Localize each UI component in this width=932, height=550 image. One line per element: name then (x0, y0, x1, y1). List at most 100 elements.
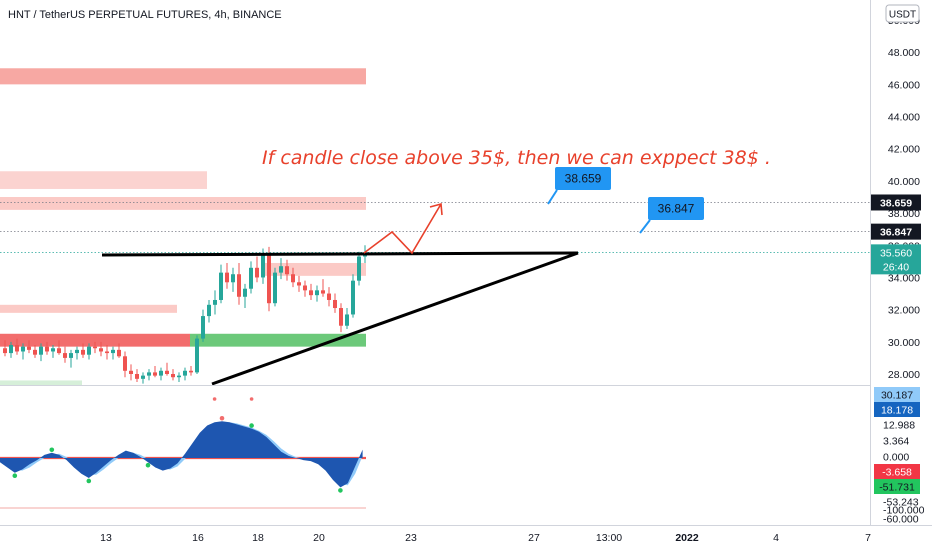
candle[interactable] (327, 293, 331, 300)
last-price-text: 35.560 (880, 247, 912, 259)
candle[interactable] (315, 290, 319, 296)
oscillator-pane[interactable] (0, 397, 366, 509)
candle[interactable] (357, 256, 361, 281)
candle[interactable] (351, 280, 355, 315)
callout-38659-text: 38.659 (565, 172, 602, 186)
candle[interactable] (45, 346, 49, 352)
candle[interactable] (345, 314, 349, 326)
candle[interactable] (243, 288, 247, 297)
countdown-text: 26:40 (883, 261, 909, 273)
candle[interactable] (207, 304, 211, 317)
candle[interactable] (225, 272, 229, 283)
candle[interactable] (279, 266, 283, 273)
candle[interactable] (69, 353, 73, 358)
callout-38659[interactable]: 38.659 (547, 167, 611, 205)
candle[interactable] (39, 346, 43, 355)
osc-badge (874, 464, 920, 479)
resistance-line[interactable] (101, 251, 579, 257)
candle[interactable] (273, 272, 277, 304)
candle[interactable] (303, 285, 307, 291)
candle[interactable] (57, 348, 61, 354)
drawings-layer[interactable] (101, 202, 579, 386)
candle[interactable] (159, 370, 163, 376)
candle[interactable] (111, 349, 115, 354)
candle[interactable] (117, 349, 121, 357)
candle[interactable] (183, 370, 187, 376)
candle[interactable] (195, 338, 199, 373)
candle[interactable] (153, 372, 157, 376)
callout-36847-text: 36.847 (658, 202, 695, 216)
zone-0[interactable] (0, 68, 366, 85)
candle[interactable] (201, 316, 205, 339)
candle[interactable] (33, 349, 37, 355)
candle[interactable] (81, 349, 85, 355)
callouts-layer[interactable]: 38.659 36.847 (547, 167, 704, 234)
candle[interactable] (147, 372, 151, 376)
candle[interactable] (249, 267, 253, 289)
price-tick-label: 44.000 (888, 112, 920, 124)
candle[interactable] (219, 272, 223, 300)
candle[interactable] (3, 348, 7, 354)
candle[interactable] (237, 274, 241, 297)
time-axis[interactable]: 13 16 18 20 23 27 13:00 2022 4 7 (100, 532, 871, 544)
zone-4[interactable] (0, 304, 177, 313)
candle[interactable] (261, 253, 265, 278)
callout-36847[interactable]: 36.847 (639, 197, 704, 234)
zone-1[interactable] (0, 171, 207, 189)
price-tick-label: 38.000 (888, 208, 920, 220)
candle[interactable] (105, 351, 109, 354)
candle[interactable] (93, 346, 97, 349)
time-tick-label: 13 (100, 532, 112, 544)
currency-button[interactable]: USDT (885, 4, 920, 23)
candle[interactable] (63, 353, 67, 358)
candle[interactable] (21, 346, 25, 352)
price-label-text: 36.847 (880, 227, 912, 239)
osc-axis-label: -60.000 (883, 514, 919, 526)
time-tick-label: 20 (313, 532, 325, 544)
candle[interactable] (285, 266, 289, 275)
candle[interactable] (165, 370, 169, 374)
candle[interactable] (51, 348, 55, 352)
candle[interactable] (297, 282, 301, 286)
last-price-box (871, 244, 921, 275)
candle[interactable] (15, 345, 19, 352)
candle[interactable] (255, 267, 259, 278)
candle[interactable] (231, 274, 235, 283)
candle[interactable] (339, 308, 343, 326)
candle[interactable] (141, 375, 145, 379)
candle[interactable] (135, 374, 139, 379)
osc-signal-dot (49, 447, 55, 453)
candle[interactable] (123, 356, 127, 371)
osc-top-dot (249, 397, 254, 401)
oscillator-axis[interactable]: 30.187 18.178 12.988 3.364 0.000 -3.658 -51.73… (874, 387, 925, 526)
candle[interactable] (177, 375, 181, 378)
candle[interactable] (99, 348, 103, 352)
candle[interactable] (213, 299, 217, 305)
candle[interactable] (333, 299, 337, 309)
candle[interactable] (189, 370, 193, 373)
candle[interactable] (27, 346, 31, 350)
candle[interactable] (267, 253, 271, 304)
candle[interactable] (87, 346, 91, 355)
candle[interactable] (321, 290, 325, 294)
zone-6[interactable] (190, 333, 366, 347)
candle[interactable] (75, 349, 79, 354)
price-tick-label: 48.000 (888, 47, 920, 59)
candle[interactable] (9, 345, 13, 354)
annotation-text[interactable]: If candle close above 35$, then we can e… (262, 147, 771, 169)
osc-axis-label: -100.000 (883, 505, 925, 517)
projection-arrow[interactable] (363, 203, 442, 255)
candles-layer[interactable] (3, 245, 367, 384)
zone-3[interactable] (262, 262, 366, 276)
candle[interactable] (171, 374, 175, 378)
support-trendline[interactable] (211, 251, 579, 386)
candle[interactable] (291, 274, 295, 283)
candle[interactable] (129, 370, 133, 374)
price-tick-label: 46.000 (888, 79, 920, 91)
zone-7[interactable] (0, 380, 82, 385)
osc-signal-dot (86, 478, 92, 484)
zone-2[interactable] (0, 197, 366, 210)
candle[interactable] (309, 290, 313, 296)
